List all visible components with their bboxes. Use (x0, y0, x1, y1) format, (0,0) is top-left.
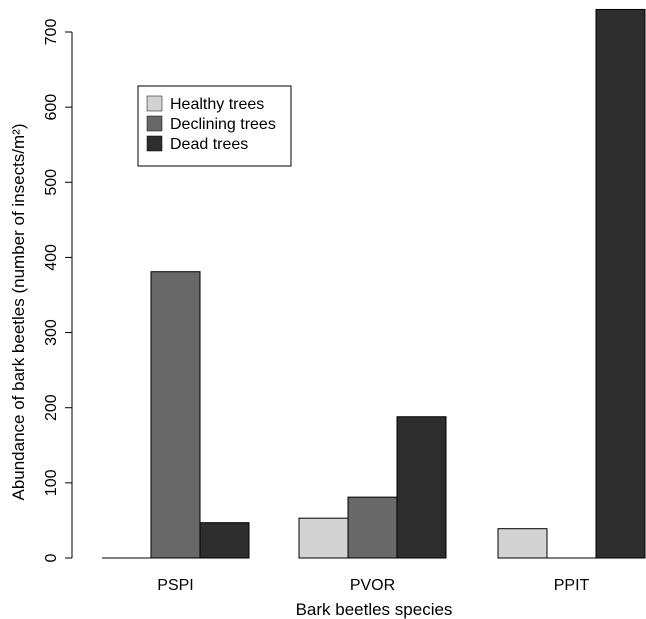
legend-swatch (146, 115, 163, 132)
legend-label: Declining trees (170, 116, 276, 133)
x-tick-label: PVOR (350, 577, 395, 594)
x-axis-title: Bark beetles species (296, 600, 453, 619)
y-axis: 0 100 200 300 400 500 600 700 (43, 19, 73, 562)
x-tick-label: PPIT (554, 577, 590, 594)
y-tick-label: 700 (43, 19, 60, 46)
bar-ppit-healthy-trees (497, 528, 548, 559)
bar-pvor-declining-trees (347, 496, 398, 559)
y-tick-label: 0 (43, 553, 60, 562)
legend-swatch (146, 135, 163, 152)
y-tick-label: 200 (43, 394, 60, 421)
bars-group (102, 8, 646, 559)
bar-pspi-declining-trees (150, 271, 201, 559)
y-tick-label: 300 (43, 319, 60, 346)
y-tick-label: 600 (43, 94, 60, 121)
y-axis-title: Abundance of bark beetles (number of ins… (9, 123, 28, 500)
legend: Healthy trees Declining trees Dead trees (137, 85, 292, 167)
y-tick-label: 100 (43, 469, 60, 496)
y-tick-label: 400 (43, 244, 60, 271)
legend-label: Healthy trees (170, 96, 264, 113)
legend-label: Dead trees (170, 136, 248, 153)
legend-box (137, 85, 292, 167)
bar-pvor-healthy-trees (298, 517, 349, 559)
x-axis: PSPI PVOR PPIT (157, 577, 589, 594)
x-tick-label: PSPI (157, 577, 193, 594)
legend-swatch (146, 95, 163, 112)
bar-pvor-dead-trees (396, 416, 447, 559)
bar-ppit-dead-trees (595, 8, 646, 559)
y-tick-label: 500 (43, 169, 60, 196)
bar-pspi-dead-trees (199, 522, 250, 559)
